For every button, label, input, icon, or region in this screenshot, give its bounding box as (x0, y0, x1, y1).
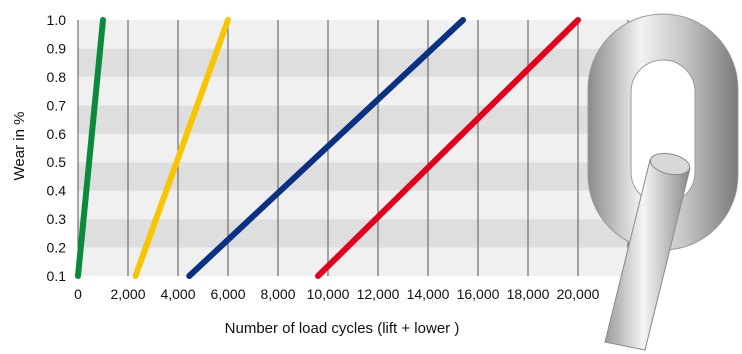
grid-band (78, 247, 628, 276)
x-tick-label: 16,000 (457, 286, 500, 302)
y-tick-label: 0.1 (47, 268, 67, 284)
series-line-1 (75, 17, 106, 279)
y-tick-label: 0.8 (47, 69, 67, 85)
grid-band (78, 133, 628, 163)
y-tick-label: 0.7 (47, 97, 67, 113)
y-tick-label: 0.3 (47, 211, 67, 227)
x-tick-label: 20,000 (557, 286, 600, 302)
x-tick-label: 8,000 (260, 286, 295, 302)
y-tick-label: 0.4 (47, 183, 67, 199)
x-tick-label: 14,000 (407, 286, 450, 302)
plot-background (78, 20, 628, 276)
grid-band (78, 190, 628, 220)
y-tick-label: 0.5 (47, 154, 67, 170)
x-tick-label: 6,000 (210, 286, 245, 302)
x-tick-label: 12,000 (357, 286, 400, 302)
y-tick-label: 0.9 (47, 40, 67, 56)
series-line-4 (315, 17, 581, 279)
x-tick-label: 0 (74, 286, 82, 302)
x-tick-label: 4,000 (160, 286, 195, 302)
y-tick-label: 0.2 (47, 240, 67, 256)
x-tick-label: 2,000 (110, 286, 145, 302)
y-tick-labels: 0.1 0.2 0.3 0.4 0.5 0.6 0.7 0.8 0.9 1.0 (47, 12, 67, 284)
y-tick-label: 0.6 (47, 126, 67, 142)
grid-band (78, 162, 628, 191)
grid-band (78, 76, 628, 106)
grid-band (78, 20, 628, 49)
chain-link-icon (587, 13, 739, 351)
series-line-3 (186, 17, 466, 279)
series-line-2 (132, 17, 231, 279)
x-tick-label: 10,000 (307, 286, 350, 302)
y-tick-label: 1.0 (47, 12, 67, 28)
x-tick-label: 18,000 (507, 286, 550, 302)
series-layer (75, 17, 581, 279)
x-axis-label: Number of load cycles (lift + lower ) (225, 320, 460, 337)
y-axis-label: Wear in % (11, 112, 28, 181)
x-tick-labels: 0 2,000 4,000 6,000 8,000 10,000 12,000 14,000 1… (74, 286, 600, 302)
